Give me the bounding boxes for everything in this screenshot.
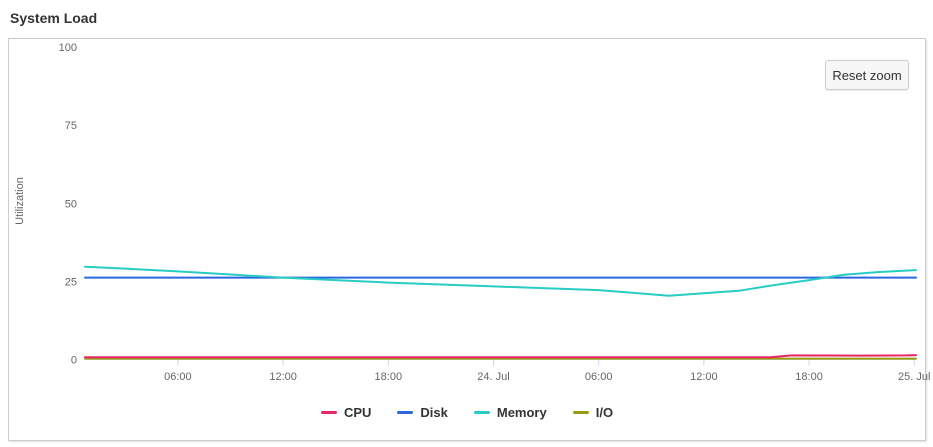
y-tick-label: 25 bbox=[65, 276, 77, 288]
x-tick-label: 12:00 bbox=[690, 371, 718, 383]
chart-panel: 0 25 50 75 100 06:00 12:00 18:00 24. Jul 06:00 12:… bbox=[8, 38, 931, 441]
y-tick-label: 50 bbox=[65, 198, 77, 210]
series-line-cpu bbox=[84, 354, 917, 359]
y-tick-label: 0 bbox=[71, 355, 77, 367]
legend-item-disk[interactable]: Disk bbox=[397, 405, 448, 420]
legend-marker-disk bbox=[397, 411, 414, 414]
legend-marker-io bbox=[572, 411, 589, 414]
legend-label: CPU bbox=[343, 405, 372, 420]
x-tick-label: 18:00 bbox=[375, 371, 403, 383]
series-line-memory bbox=[84, 265, 917, 297]
system-load-chart[interactable]: 0 25 50 75 100 06:00 12:00 18:00 24. Jul 06:00 12:… bbox=[9, 39, 931, 440]
legend-label: Disk bbox=[420, 405, 448, 420]
legend: CPU Disk Memory I/O bbox=[9, 405, 925, 420]
legend-label: I/O bbox=[595, 405, 614, 420]
legend-item-cpu[interactable]: CPU bbox=[320, 405, 372, 420]
legend-marker-memory bbox=[473, 411, 490, 414]
x-tick-label: 12:00 bbox=[269, 371, 297, 383]
x-tick-label: 24. Jul bbox=[477, 371, 509, 383]
y-axis-title: Utilization bbox=[14, 177, 26, 225]
x-tick-label: 18:00 bbox=[795, 371, 823, 383]
x-tick-label: 25. Jul bbox=[898, 371, 930, 383]
page-title: System Load bbox=[10, 10, 98, 26]
x-tick-label: 06:00 bbox=[164, 371, 192, 383]
legend-item-io[interactable]: I/O bbox=[572, 405, 614, 420]
y-tick-label: 100 bbox=[59, 42, 77, 54]
y-tick-label: 75 bbox=[65, 120, 77, 132]
legend-marker-cpu bbox=[320, 411, 337, 414]
legend-label: Memory bbox=[496, 405, 547, 420]
x-tick-label: 06:00 bbox=[585, 371, 613, 383]
reset-zoom-button[interactable]: Reset zoom bbox=[825, 60, 909, 90]
legend-item-memory[interactable]: Memory bbox=[473, 405, 547, 420]
